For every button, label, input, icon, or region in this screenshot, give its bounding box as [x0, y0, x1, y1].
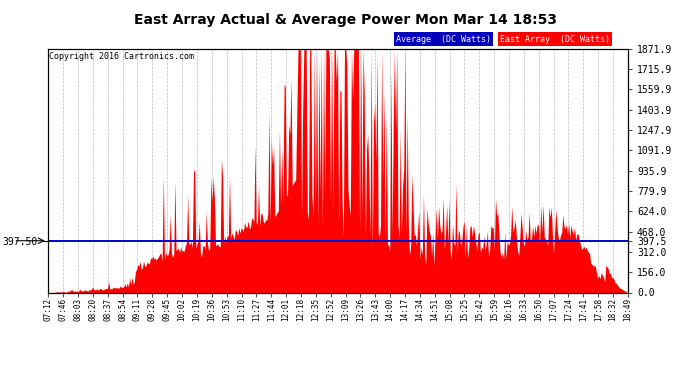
- Text: East Array Actual & Average Power Mon Mar 14 18:53: East Array Actual & Average Power Mon Ma…: [133, 13, 557, 27]
- Text: Copyright 2016 Cartronics.com: Copyright 2016 Cartronics.com: [50, 53, 195, 62]
- Text: Average  (DC Watts): Average (DC Watts): [396, 34, 491, 44]
- Text: East Array  (DC Watts): East Array (DC Watts): [500, 34, 611, 44]
